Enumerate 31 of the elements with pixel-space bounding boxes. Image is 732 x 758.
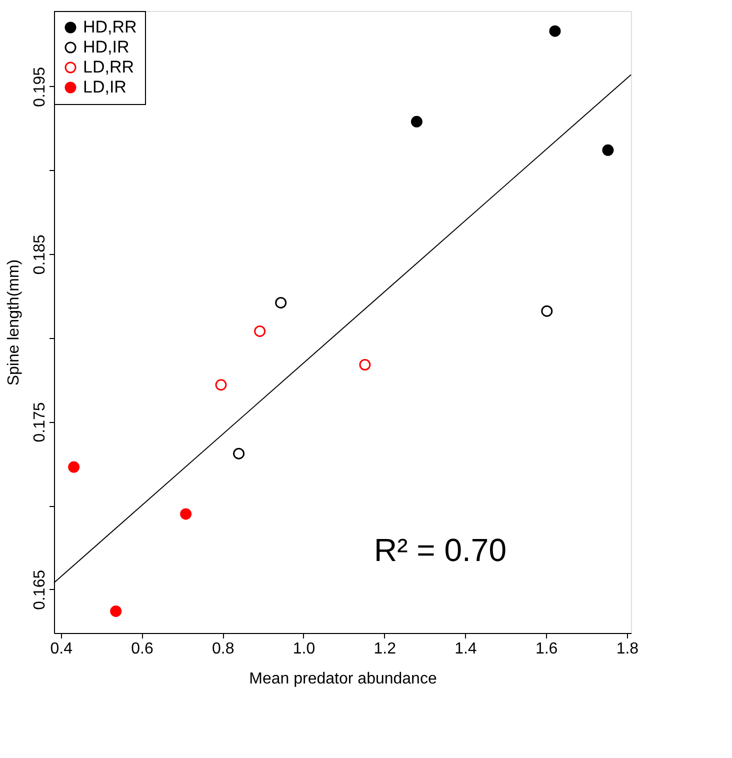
- y-tick-label: 0.175: [32, 402, 48, 442]
- legend-label: LD,IR: [83, 78, 126, 96]
- x-tick-label: 1.2: [374, 640, 396, 658]
- x-tick-label: 1.8: [616, 640, 639, 658]
- legend-label: LD,RR: [83, 58, 134, 76]
- x-tick-label: 0.8: [212, 640, 234, 658]
- x-tick-label: 0.6: [131, 640, 154, 658]
- point: [215, 379, 227, 391]
- x-tick-label: 1.0: [292, 640, 316, 658]
- point: [180, 508, 192, 520]
- y-axis-title: Spine length(mm): [6, 259, 22, 386]
- y-tick-label: 0.165: [32, 570, 48, 610]
- point: [410, 116, 422, 128]
- x-tick-label: 1.4: [454, 640, 477, 658]
- legend-label: HD,RR: [83, 18, 137, 36]
- x-tick-label: 0.4: [50, 640, 73, 658]
- x-axis-title: Mean predator abundance: [249, 670, 437, 688]
- point: [233, 448, 245, 460]
- y-tick-label: 0.185: [32, 234, 48, 275]
- point: [602, 144, 614, 156]
- annotation: R² = 0.70: [374, 532, 507, 568]
- point: [359, 359, 371, 370]
- point: [110, 605, 122, 617]
- point: [254, 325, 266, 337]
- point: [68, 461, 80, 473]
- point: [549, 25, 561, 37]
- legend-label: HD,IR: [83, 38, 130, 56]
- x-tick-label: 1.6: [535, 640, 558, 658]
- y-tick-label: 0.195: [32, 66, 48, 107]
- point: [275, 296, 287, 308]
- point: [541, 305, 553, 317]
